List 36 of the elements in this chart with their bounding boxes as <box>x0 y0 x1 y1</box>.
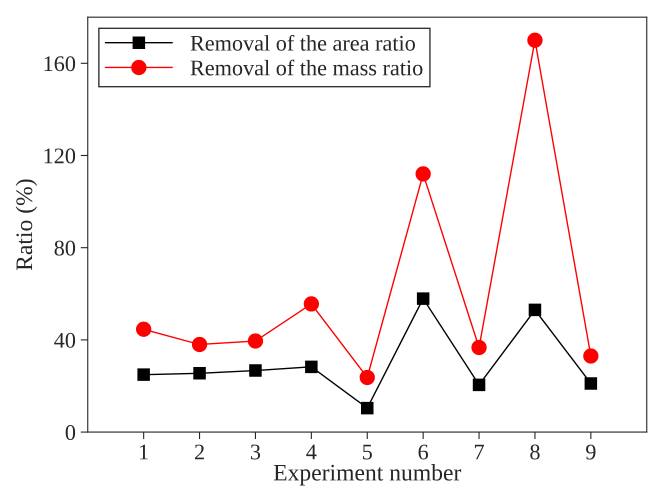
x-tick-label: 1 <box>140 444 148 460</box>
point <box>304 296 319 312</box>
x-tick-label: 7 <box>474 444 484 460</box>
point <box>416 166 431 182</box>
y-tick-label: 40 <box>54 332 76 348</box>
point <box>584 377 598 390</box>
point <box>249 364 262 377</box>
point <box>528 304 542 316</box>
y-axis-title: Ratio (%) <box>16 179 38 270</box>
y-tick-label: 120 <box>44 148 76 164</box>
x-tick-label: 5 <box>362 444 372 460</box>
point <box>248 333 264 349</box>
point <box>361 402 374 414</box>
x-tick-label: 6 <box>418 444 428 460</box>
x-tick-label: 9 <box>586 444 596 460</box>
point <box>472 378 486 392</box>
point <box>360 370 375 386</box>
point <box>416 292 430 305</box>
legend-label: Removal of the mass ratio <box>190 60 422 76</box>
legend-label: Removal of the area ratio <box>190 34 415 51</box>
y-tick-label: 160 <box>44 56 76 72</box>
point <box>192 336 208 352</box>
x-axis-title: Experiment number <box>274 464 462 486</box>
point <box>136 322 152 337</box>
point <box>471 340 487 356</box>
x-tick-label: 3 <box>250 444 260 460</box>
point <box>583 348 598 364</box>
y-tick-label: 0 <box>66 425 76 440</box>
point <box>137 368 150 381</box>
point <box>527 32 543 48</box>
x-tick-label: 4 <box>306 444 317 460</box>
x-tick-label: 8 <box>530 444 540 460</box>
y-tick-label: 80 <box>54 240 76 256</box>
point <box>193 367 206 380</box>
point <box>305 360 318 374</box>
x-tick-label: 2 <box>194 444 204 460</box>
